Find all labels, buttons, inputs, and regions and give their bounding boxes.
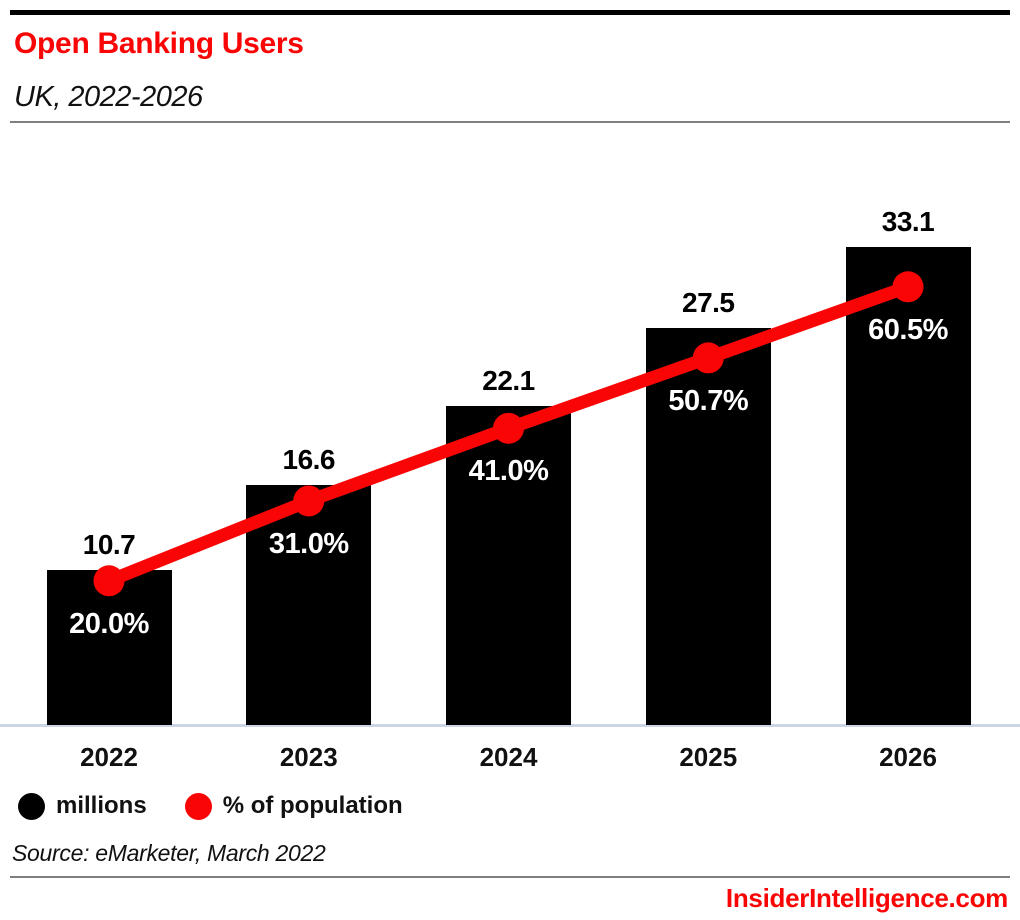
bar-value-label-2024: 22.1 [482,364,535,396]
footer-divider [10,876,1010,878]
x-axis-label-2026: 2026 [879,742,937,772]
line-value-label-2023: 31.0% [268,527,349,560]
population-swatch-icon [184,792,212,820]
chart-subtitle: UK, 2022-2026 [14,81,203,113]
population-dot-2023 [293,485,325,517]
x-axis-label-2022: 2022 [80,742,138,772]
x-axis-label-2024: 2024 [479,742,538,772]
bar-value-label-2022: 10.7 [82,529,136,561]
line-value-label-2026: 60.5% [868,313,948,346]
bar-2024 [446,405,571,725]
bar-value-label-2025: 27.5 [682,286,735,318]
x-axis-line [0,724,1020,727]
bar-2026 [845,247,971,725]
top-border-rule [10,10,1010,15]
line-value-label-2025: 50.7% [668,384,749,417]
chart-legend: millions % of population [18,792,403,820]
source-note: Source: eMarketer, March 2022 [12,840,326,866]
x-axis-label-2025: 2025 [679,742,738,772]
legend-item-millions: millions [18,792,147,820]
chart-title: Open Banking Users [14,27,304,60]
line-value-label-2024: 41.0% [468,455,549,488]
bar-value-label-2023: 16.6 [282,444,336,476]
legend-label-millions: millions [56,792,147,819]
line-value-label-2022: 20.0% [69,607,149,640]
header-divider [10,121,1010,123]
legend-label-population: % of population [222,792,403,819]
bar-2023 [246,485,372,725]
brand-link[interactable]: InsiderIntelligence.com [725,883,1008,913]
bar-value-label-2026: 33.1 [881,206,935,238]
x-axis-label-2023: 2023 [279,742,338,772]
legend-item-population: % of population [184,792,403,820]
bar-2025 [645,327,771,725]
population-dot-2022 [93,565,125,597]
millions-swatch-icon [18,792,45,820]
population-dot-2026 [892,271,924,303]
population-dot-2025 [692,342,724,374]
population-dot-2024 [493,412,524,444]
